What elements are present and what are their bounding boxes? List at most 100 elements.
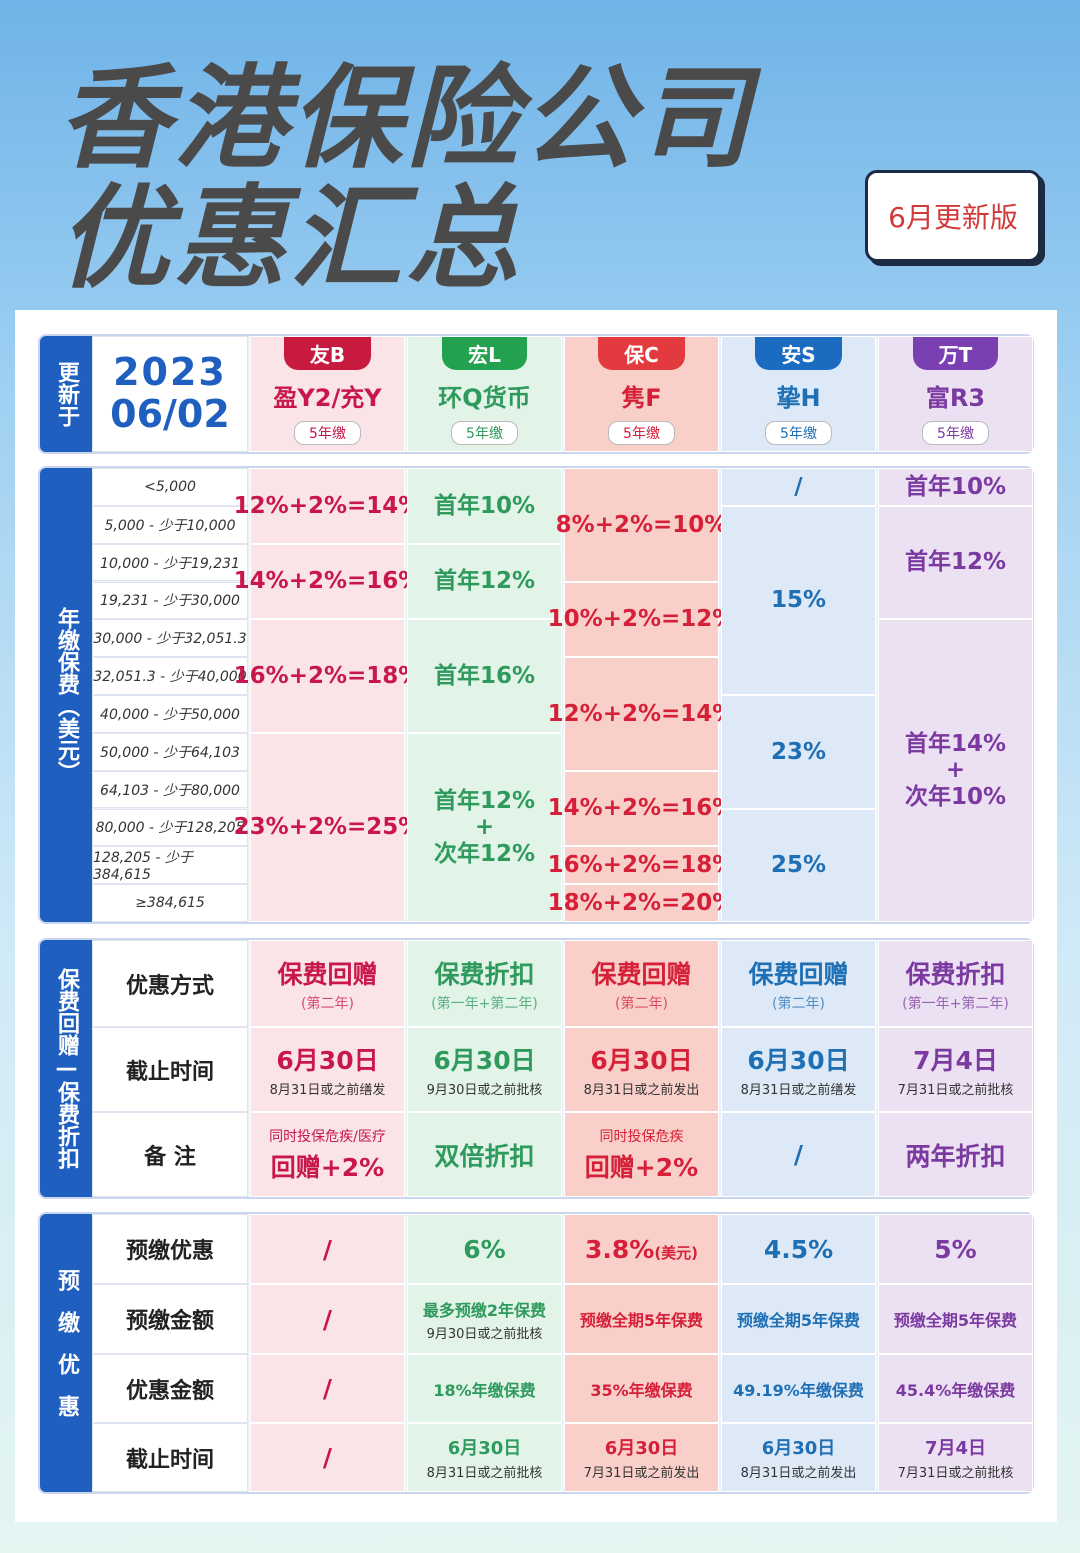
product-name: 盈Y2/充Y: [273, 384, 382, 412]
offer-cell: 预缴全期5年保费: [721, 1284, 876, 1354]
premium-rate: 15%: [721, 505, 876, 695]
section-label: 更新于: [54, 361, 79, 427]
company-header: 保C 隽F 5年缴: [564, 336, 719, 452]
cell-text: 预缴全期5年保费: [893, 1311, 1018, 1330]
offer-cell: /: [721, 1112, 876, 1197]
cell-sub: 8月31日或之前发出: [583, 1083, 700, 1098]
product-name: 挚H: [776, 384, 821, 412]
cell-main: /: [322, 1304, 333, 1334]
offer-cell: 6月30日 9月30日或之前批核: [407, 1027, 562, 1112]
rate-line: 23%+2%=25%: [233, 814, 422, 841]
offer-cell: 4.5%: [721, 1214, 876, 1284]
cell-sub: 8月31日或之前缮发: [269, 1083, 386, 1098]
premium-band: 40,000 - 少于50,000: [92, 695, 248, 733]
cell-sub: 9月30日或之前批核: [426, 1326, 543, 1342]
cell-main: 双倍折扣: [434, 1141, 535, 1171]
offer-cell: 保费回赠 (第二年): [564, 940, 719, 1027]
rate-line: 首年16%: [433, 662, 536, 689]
premium-rate: 首年12% + 次年12%: [407, 732, 562, 922]
cell-main: 6月30日: [433, 1046, 536, 1075]
rate-line: 12%+2%=14%: [233, 492, 422, 519]
rate-line: 14%+2%=16%: [233, 568, 422, 595]
cell-sub: 7月31日或之前发出: [583, 1466, 700, 1481]
row-label: 预缴金额: [92, 1284, 248, 1354]
cell-main: 保费回赠: [591, 959, 692, 989]
title-line: 优惠汇总: [58, 174, 522, 304]
cell-text: 35%年缴保费: [590, 1380, 693, 1400]
premium-rate: 12%+2%=14%: [234, 468, 421, 544]
rate-line: 首年14%: [904, 731, 1007, 757]
premium-rate: 首年12%: [407, 543, 562, 620]
offer-cell: 18%年缴保费: [407, 1354, 562, 1423]
cell-sub: (第一年+第二年): [431, 995, 538, 1012]
product-name: 隽F: [621, 384, 662, 412]
rate-line: 15%: [770, 587, 827, 614]
premium-band: 32,051.3 - 少于40,000: [92, 657, 248, 695]
premium-band: 128,205 - 少于384,615: [92, 846, 248, 885]
update-label: 更新于: [40, 336, 92, 452]
rate-line: 首年12%: [433, 787, 536, 814]
company-header: 友B 盈Y2/充Y 5年缴: [250, 336, 405, 452]
offer-cell: 保费回赠 (第二年): [250, 940, 405, 1027]
company-tag: 安S: [755, 337, 842, 370]
cell-date: 7月4日: [924, 1438, 987, 1459]
premium-band: 64,103 - 少于80,000: [92, 770, 248, 809]
cell-main: 6%: [463, 1234, 506, 1264]
cell-sub: 8月31日或之前缮发: [740, 1083, 857, 1098]
row-label: 截止时间: [92, 1423, 248, 1492]
premium-band: 50,000 - 少于64,103: [92, 732, 248, 771]
rate-line: +: [474, 814, 495, 841]
update-year: 2023: [113, 350, 227, 395]
offer-cell: 45.4%年缴保费: [878, 1354, 1033, 1423]
cell-sub: 8月31日或之前发出: [740, 1466, 857, 1481]
offer-cell: 3.8%(美元): [564, 1214, 719, 1284]
rate-line: 8%+2%=10%: [555, 511, 728, 538]
cell-sub: 7月31日或之前批核: [897, 1466, 1014, 1481]
update-badge: 6月更新版: [865, 170, 1041, 262]
premium-rate: 23%: [721, 695, 876, 809]
cell-main: 保费折扣: [905, 959, 1006, 989]
rate-line: 14%+2%=16%: [547, 795, 736, 822]
update-date: 2023 06/02: [92, 336, 248, 452]
offer-cell: 5%: [878, 1214, 1033, 1284]
offer-cell: 双倍折扣: [407, 1112, 562, 1197]
cell-text: 预缴全期5年保费: [736, 1311, 861, 1330]
premium-band: 19,231 - 少于30,000: [92, 581, 248, 620]
cell-main: /: [322, 1234, 333, 1264]
offer-cell: 7月4日 7月31日或之前批核: [878, 1027, 1033, 1112]
cell-main: 7月4日: [913, 1046, 998, 1075]
cell-main: 回赠+2%: [270, 1152, 385, 1182]
rate-line: +: [945, 757, 966, 784]
premium-label: 年缴保费（美元）: [40, 468, 92, 922]
premium-rate: 14%+2%=16%: [234, 543, 421, 620]
rate-line: 12%+2%=14%: [547, 700, 736, 727]
row-label: 备 注: [92, 1112, 248, 1197]
company-header: 宏L 环Q货币 5年缴: [407, 336, 562, 452]
offer-cell: 最多预缴2年保费 9月30日或之前批核: [407, 1284, 562, 1354]
offer-cell: 同时投保危疾 回赠+2%: [564, 1112, 719, 1197]
premium-rate: 18%+2%=20%: [548, 884, 735, 922]
premium-band: 10,000 - 少于19,231: [92, 543, 248, 582]
row-label: 优惠方式: [92, 940, 248, 1027]
premium-rate: 10%+2%=12%: [548, 581, 735, 658]
cell-sub: (第二年): [772, 995, 825, 1012]
cell-note: 同时投保危疾: [599, 1128, 684, 1145]
payment-term: 5年缴: [608, 421, 675, 445]
offer-cell: 6月30日 8月31日或之前批核: [407, 1423, 562, 1492]
cell-date: 6月30日: [761, 1438, 836, 1459]
offer-cell: 35%年缴保费: [564, 1354, 719, 1423]
offer-cell: 6%: [407, 1214, 562, 1284]
cell-main: 6月30日: [276, 1046, 379, 1075]
premium-rate: 25%: [721, 808, 876, 922]
unit: (美元): [654, 1243, 699, 1262]
cell-sub: (第二年): [615, 995, 668, 1012]
company-tag: 保C: [598, 337, 685, 370]
cell-text: 49.19%年缴保费: [733, 1380, 864, 1400]
row-label: 优惠金额: [92, 1354, 248, 1423]
cell-note: 同时投保危疾/医疗: [269, 1128, 386, 1145]
cell-text: 最多预缴2年保费: [422, 1300, 547, 1320]
rate-line: 首年12%: [433, 568, 536, 595]
product-name: 富R3: [925, 384, 986, 412]
rate-line: 首年10%: [904, 473, 1007, 500]
cell-main: 保费回赠: [277, 959, 378, 989]
